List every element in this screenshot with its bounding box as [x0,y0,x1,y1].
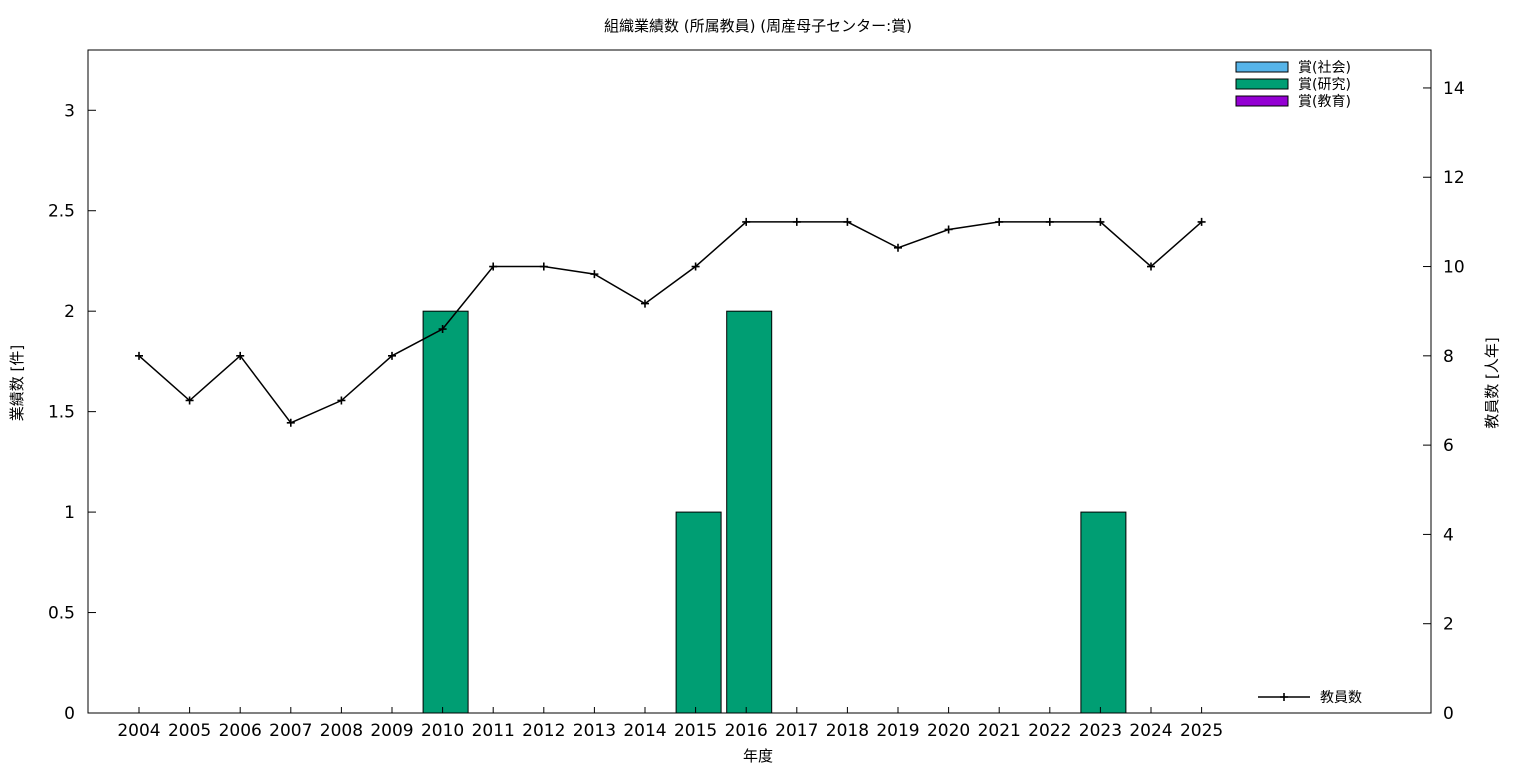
legend-label: 賞(研究) [1298,77,1351,93]
x-tick-label: 2010 [421,721,464,741]
x-tick-label: 2013 [573,721,616,741]
legend-label: 教員数 [1320,690,1362,706]
bar [1080,511,1127,714]
y-left-tick-label: 2.5 [48,202,75,222]
line-point [995,217,1004,226]
y-left-tick-label: 0 [64,704,75,724]
line-point [894,243,902,252]
line-point [1147,262,1155,271]
x-tick-label: 2012 [522,721,565,741]
x-tick-label: 2007 [269,721,312,741]
bar [422,310,469,714]
legend-swatch [1235,95,1289,107]
bar [675,511,722,714]
line-point [590,270,599,279]
y-right-tick-label: 2 [1443,615,1454,635]
y-right-tick-label: 0 [1443,704,1454,724]
bars-layer [422,310,1127,714]
x-tick-label: 2019 [876,721,919,741]
legend-swatch [1235,61,1289,73]
x-tick-label: 2016 [725,721,768,741]
y-left-tick-label: 2 [64,302,75,322]
chart-title: 組織業績数 (所属教員) (周産母子センター:賞) [604,17,912,35]
line-point [236,351,245,360]
x-tick-label: 2009 [370,721,413,741]
x-tick-label: 2018 [826,721,869,741]
line-point [1096,217,1105,226]
y-left-tick-label: 3 [64,101,75,121]
line-point [185,396,194,405]
line-point [843,217,852,226]
x-tick-label: 2017 [775,721,818,741]
y-right-tick-label: 14 [1443,79,1465,99]
line-point [1197,217,1206,226]
line-point [691,262,700,271]
legend-label: 賞(社会) [1298,60,1351,76]
line-point [388,351,396,360]
line-layer [135,217,1206,427]
legend-swatch [1235,78,1289,90]
x-tick-label: 2008 [320,721,363,741]
x-tick-label: 2022 [1028,721,1071,741]
x-tick-label: 2021 [978,721,1021,741]
line-point [286,418,295,427]
legend-line: 教員数 [1258,690,1362,706]
y-right-tick-label: 4 [1443,525,1454,545]
x-tick-label: 2004 [117,721,160,741]
y-left-tick-label: 0.5 [48,604,75,624]
line-point [641,299,649,308]
line-point [135,351,143,360]
y-right-tick-label: 10 [1443,258,1465,278]
x-tick-label: 2025 [1180,721,1223,741]
x-axis-label: 年度 [743,747,773,765]
line-point [489,262,498,271]
x-tick-label: 2023 [1079,721,1122,741]
y-right-tick-label: 12 [1443,168,1465,188]
x-tick-label: 2005 [168,721,211,741]
legend-line-marker [1280,693,1288,701]
x-tick-label: 2024 [1129,721,1172,741]
y-right-tick-label: 6 [1443,436,1454,456]
x-tick-label: 2011 [472,721,515,741]
line-series [138,221,1203,424]
legend-bars: 賞(社会)賞(研究)賞(教育) [1235,60,1351,110]
y-axis-label-left: 業績数 [件] [8,345,26,421]
line-point [438,325,447,334]
x-tick-label: 2006 [219,721,262,741]
x-tick-label: 2014 [623,721,666,741]
y-left-tick-label: 1 [64,503,75,523]
y-right-tick-label: 8 [1443,347,1454,367]
y-left-tick-label: 1.5 [48,403,75,423]
line-point [944,225,953,234]
line-point [1045,217,1054,226]
line-point [539,262,548,271]
y-axis-label-right: 教員数 [人年] [1483,337,1501,428]
x-tick-label: 2020 [927,721,970,741]
legend-label: 賞(教育) [1298,94,1351,110]
line-point [337,396,346,405]
bar [726,310,773,714]
x-tick-label: 2015 [674,721,717,741]
line-point [792,217,801,226]
line-point [742,217,751,226]
